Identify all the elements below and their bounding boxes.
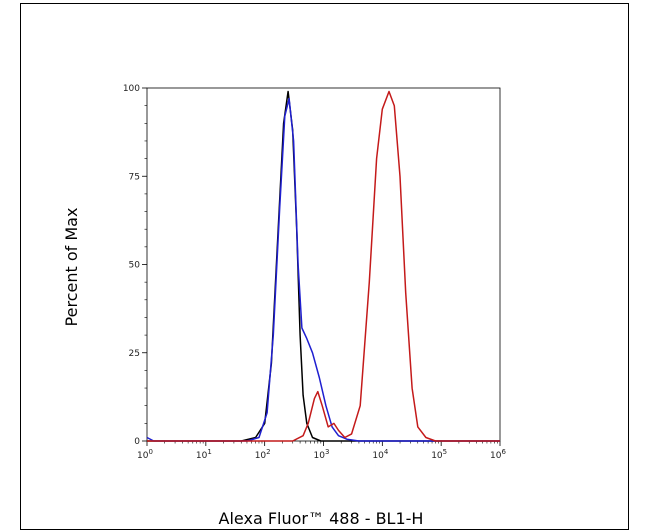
x-tick-label: 100 [137, 448, 153, 461]
x-axis-title: Alexa Fluor™ 488 - BL1-H [219, 509, 424, 528]
chart-frame: 0 25 50 75 100 100 101 102 103 104 105 106 Percent… [20, 3, 629, 530]
x-tick-label: 105 [431, 448, 447, 461]
y-tick-label: 100 [123, 84, 140, 94]
y-tick-label: 25 [129, 349, 140, 359]
y-axis-ticks: 0 25 50 75 100 [123, 84, 147, 447]
x-tick-label: 103 [314, 448, 330, 461]
plot-box [146, 87, 501, 442]
y-tick-label: 75 [129, 172, 140, 182]
x-tick-label: 104 [372, 448, 388, 461]
series-line-2 [146, 97, 500, 442]
series-line-1 [147, 90, 500, 442]
y-tick-label: 0 [134, 437, 140, 447]
x-tick-label: 102 [255, 448, 271, 461]
y-axis-title: Percent of Max [62, 208, 81, 327]
y-tick-label: 50 [129, 261, 141, 271]
x-tick-label: 101 [196, 448, 212, 461]
flow-histogram-chart: 0 25 50 75 100 100 101 102 103 104 105 106 Percent… [62, 84, 506, 528]
series-layer [146, 90, 500, 442]
x-tick-label: 106 [490, 448, 506, 461]
series-line-3 [147, 90, 500, 442]
axis-lines [146, 87, 501, 442]
x-axis-ticks: 100 101 102 103 104 105 106 [137, 441, 506, 461]
